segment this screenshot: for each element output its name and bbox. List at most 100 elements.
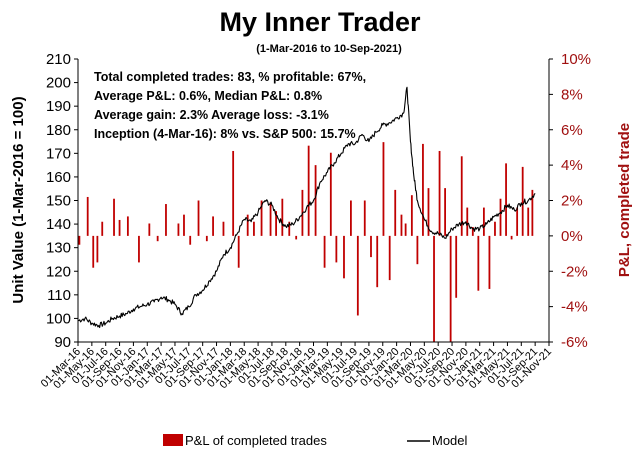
pnl-bar xyxy=(356,235,359,316)
pnl-bar xyxy=(363,200,366,236)
pnl-bar xyxy=(376,235,379,288)
model-line-layer xyxy=(77,86,536,329)
pnl-bar xyxy=(382,142,385,236)
left-y-axis-label: Unit Value (1-Mar-2016 = 100) xyxy=(10,96,27,303)
x-ticks: 01-Mar-1601-May-1601-Jul-1601-Sep-1601-N… xyxy=(39,342,554,391)
legend-label-line: Model xyxy=(432,433,468,448)
right-tick-label: 2% xyxy=(561,193,583,210)
pnl-bar xyxy=(148,223,151,236)
left-tick-label: 90 xyxy=(54,334,71,351)
pnl-bar xyxy=(156,235,159,242)
right-tick-label: -2% xyxy=(561,263,588,280)
pnl-bar xyxy=(416,235,419,265)
pnl-bar xyxy=(138,235,140,263)
pnl-bar xyxy=(260,200,263,236)
right-tick-label: 10% xyxy=(561,51,591,68)
chart-subtitle: (1-Mar-2016 to 10-Sep-2021) xyxy=(256,43,402,55)
right-tick-label: 6% xyxy=(561,122,583,139)
pnl-bar xyxy=(460,156,463,236)
left-tick-label: 190 xyxy=(46,98,71,115)
legend: P&L of completed trades Model xyxy=(163,433,468,448)
pnl-bar xyxy=(438,150,441,236)
right-y-ticks: -6% -4% -2% 0% 2% 4% 6% 8% 10% xyxy=(549,51,591,351)
pnl-bar xyxy=(177,223,180,236)
pnl-bar xyxy=(531,189,534,236)
pnl-bar xyxy=(96,235,99,263)
pnl-bars xyxy=(78,142,534,343)
pnl-bar xyxy=(288,221,291,236)
pnl-bar xyxy=(295,235,298,240)
pnl-bar xyxy=(350,200,352,236)
left-tick-label: 170 xyxy=(46,145,71,162)
pnl-bar xyxy=(521,166,524,236)
pnl-bar xyxy=(494,221,496,236)
pnl-bar xyxy=(314,165,317,236)
pnl-bar xyxy=(335,235,338,263)
pnl-bar xyxy=(455,235,458,298)
pnl-bar xyxy=(482,207,485,236)
pnl-bar xyxy=(92,235,95,268)
pnl-bar xyxy=(253,221,255,236)
left-tick-label: 200 xyxy=(46,75,71,92)
pnl-bar xyxy=(275,211,277,236)
left-tick-label: 110 xyxy=(47,287,71,304)
left-tick-label: 120 xyxy=(46,263,71,280)
pnl-bar xyxy=(118,219,121,236)
pnl-bar xyxy=(281,198,284,236)
pnl-bar xyxy=(183,214,185,236)
pnl-bar xyxy=(222,221,225,236)
pnl-bar xyxy=(471,227,474,236)
pnl-bar xyxy=(410,195,413,236)
left-tick-label: 150 xyxy=(46,193,71,210)
pnl-bar xyxy=(205,235,208,242)
pnl-bar xyxy=(343,235,345,279)
pnl-bar xyxy=(269,202,272,236)
stat-line: Total completed trades: 83, % profitable… xyxy=(94,70,366,84)
pnl-bar xyxy=(527,207,530,236)
pnl-bar xyxy=(404,223,407,236)
pnl-bar xyxy=(197,200,200,236)
pnl-bar xyxy=(516,207,519,236)
left-tick-label: 100 xyxy=(46,310,71,327)
pnl-bar xyxy=(505,163,507,236)
pnl-bar xyxy=(86,196,89,236)
pnl-bar xyxy=(307,145,310,236)
right-tick-label: 8% xyxy=(561,86,583,103)
left-tick-label: 140 xyxy=(46,216,71,233)
pnl-bar xyxy=(78,235,81,245)
pnl-bar xyxy=(232,150,235,236)
stats-annotation: Total completed trades: 83, % profitable… xyxy=(94,70,366,141)
pnl-bar xyxy=(444,188,446,236)
pnl-bar xyxy=(466,207,469,236)
stat-line: Inception (4-Mar-16): 8% vs. S&P 500: 15… xyxy=(94,127,356,141)
pnl-bar xyxy=(427,188,430,236)
pnl-bar xyxy=(488,235,491,289)
right-tick-label: 4% xyxy=(561,157,583,174)
stat-line: Average P&L: 0.6%, Median P&L: 0.8% xyxy=(94,89,322,103)
pnl-bar xyxy=(388,235,391,281)
legend-swatch-bars xyxy=(163,434,183,446)
pnl-bar xyxy=(165,204,167,236)
pnl-bar xyxy=(400,214,403,236)
pnl-bar xyxy=(433,235,435,343)
pnl-bar xyxy=(246,214,249,236)
left-tick-label: 130 xyxy=(46,240,71,257)
right-tick-label: -4% xyxy=(561,299,588,316)
pnl-bar xyxy=(370,235,372,258)
left-tick-label: 180 xyxy=(46,122,71,139)
pnl-bar xyxy=(477,235,480,291)
right-y-axis-label: P&L, completed trade xyxy=(616,123,633,277)
pnl-bar xyxy=(101,221,104,236)
pnl-bar xyxy=(323,235,326,268)
right-tick-label: -6% xyxy=(561,334,588,351)
pnl-bar xyxy=(237,235,240,268)
pnl-bar xyxy=(449,235,452,343)
right-tick-label: 0% xyxy=(561,228,583,245)
pnl-bar xyxy=(422,143,424,236)
chart-title: My Inner Trader xyxy=(219,7,421,37)
left-y-ticks: 90 100 110 120 130 140 150 160 170 180 190 200 210 xyxy=(46,51,78,351)
pnl-bar xyxy=(189,235,192,245)
pnl-bar xyxy=(499,198,502,236)
legend-label-bars: P&L of completed trades xyxy=(185,433,327,448)
pnl-bar xyxy=(126,216,129,236)
